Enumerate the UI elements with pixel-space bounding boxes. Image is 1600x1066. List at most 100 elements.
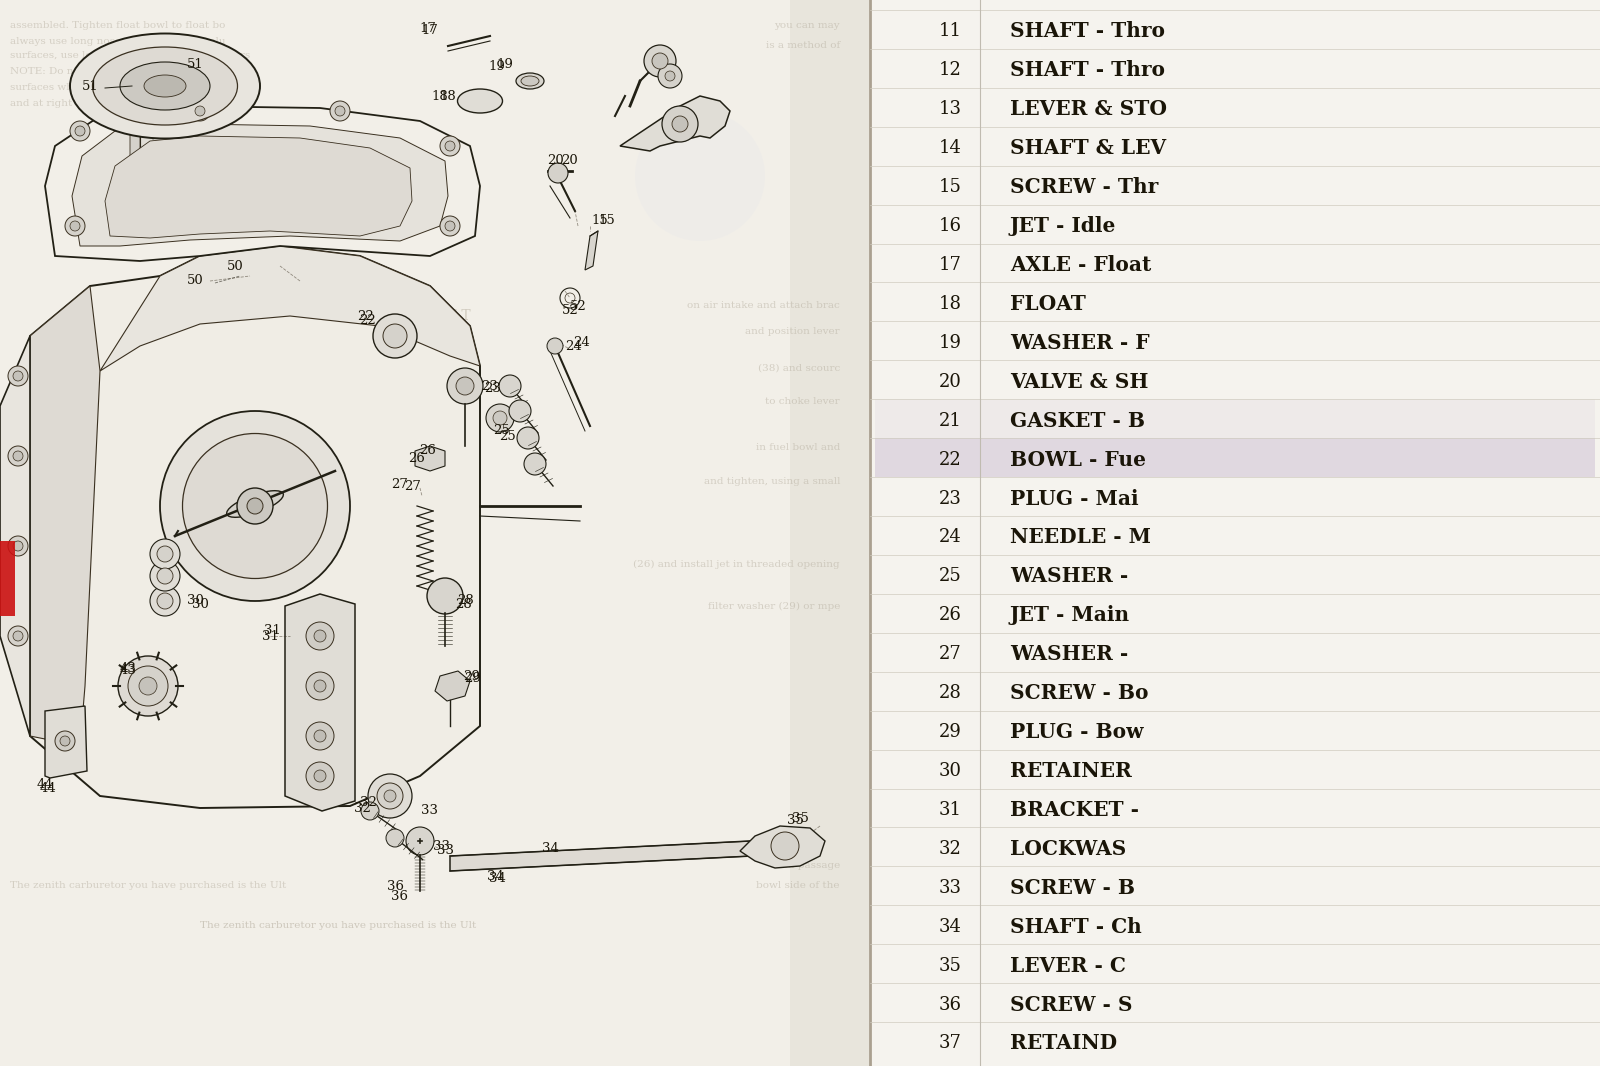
Text: 50: 50 — [227, 259, 243, 273]
Circle shape — [237, 488, 274, 524]
Circle shape — [771, 831, 798, 860]
Circle shape — [368, 774, 413, 818]
Text: SCREW - S: SCREW - S — [1010, 995, 1133, 1015]
Circle shape — [8, 446, 29, 466]
Text: 17: 17 — [419, 21, 437, 34]
Circle shape — [246, 498, 262, 514]
Text: 25: 25 — [939, 567, 962, 585]
Circle shape — [493, 411, 507, 425]
Polygon shape — [0, 336, 30, 736]
Text: 27: 27 — [392, 478, 408, 490]
Text: PLUG - Mai: PLUG - Mai — [1010, 488, 1139, 508]
Text: 23: 23 — [482, 379, 499, 392]
Text: or in passage: or in passage — [770, 861, 840, 871]
Text: 50: 50 — [187, 275, 203, 288]
Text: 18: 18 — [432, 90, 448, 102]
Text: BOWL - Fue: BOWL - Fue — [1010, 450, 1146, 470]
Ellipse shape — [93, 47, 237, 125]
Text: 16: 16 — [939, 217, 962, 235]
Text: and tighten, using a small: and tighten, using a small — [704, 477, 840, 485]
Text: 20: 20 — [547, 155, 563, 167]
Ellipse shape — [144, 75, 186, 97]
Text: 36: 36 — [387, 879, 403, 892]
Text: SHAFT - Thro: SHAFT - Thro — [1010, 21, 1165, 42]
Polygon shape — [134, 106, 195, 166]
Circle shape — [653, 53, 669, 69]
Text: 37: 37 — [939, 1034, 962, 1052]
Text: 19: 19 — [939, 334, 962, 352]
Circle shape — [13, 451, 22, 461]
Text: 36: 36 — [392, 889, 408, 903]
Text: 32: 32 — [939, 840, 962, 858]
Text: addition, install main jet in threaded opening: addition, install main jet in threaded o… — [10, 548, 234, 556]
Text: 36: 36 — [939, 996, 962, 1014]
Text: 17: 17 — [421, 25, 438, 37]
Polygon shape — [435, 671, 470, 701]
Text: always use long nose pliers and keep plu: always use long nose pliers and keep plu — [10, 36, 226, 46]
Text: 20: 20 — [562, 155, 578, 167]
Circle shape — [406, 827, 434, 855]
Polygon shape — [45, 106, 480, 261]
Text: SHAFT - Thro: SHAFT - Thro — [1010, 61, 1165, 80]
Circle shape — [362, 802, 379, 820]
FancyBboxPatch shape — [0, 542, 14, 616]
Polygon shape — [621, 96, 730, 151]
Text: 21: 21 — [939, 411, 962, 430]
Circle shape — [384, 790, 397, 802]
Circle shape — [13, 371, 22, 381]
Text: 19: 19 — [496, 58, 514, 70]
Text: 28: 28 — [939, 684, 962, 702]
Circle shape — [150, 586, 179, 616]
Text: 13: 13 — [939, 100, 962, 118]
Text: ODES: ODES — [421, 329, 459, 342]
Polygon shape — [450, 841, 752, 871]
Text: NEEDLE - M: NEEDLE - M — [1010, 528, 1150, 548]
Ellipse shape — [120, 62, 210, 110]
Polygon shape — [30, 246, 480, 808]
Ellipse shape — [70, 33, 259, 139]
Text: 31: 31 — [939, 801, 962, 819]
Circle shape — [306, 762, 334, 790]
Text: 35: 35 — [792, 812, 808, 825]
Text: 35: 35 — [939, 956, 962, 974]
Text: 25: 25 — [499, 430, 515, 442]
FancyBboxPatch shape — [790, 0, 870, 1066]
Circle shape — [128, 666, 168, 706]
Circle shape — [157, 568, 173, 584]
Text: 19: 19 — [488, 60, 506, 72]
Text: 18: 18 — [440, 90, 456, 102]
Ellipse shape — [227, 490, 283, 517]
Text: 26: 26 — [408, 452, 426, 465]
Text: 33: 33 — [421, 805, 438, 818]
Circle shape — [195, 106, 205, 116]
Text: 12: 12 — [939, 62, 962, 79]
Text: (26) and install jet in threaded opening: (26) and install jet in threaded opening — [634, 560, 840, 568]
Circle shape — [517, 427, 539, 449]
Text: 34: 34 — [488, 872, 506, 885]
Text: 28: 28 — [454, 598, 472, 611]
Text: 44: 44 — [37, 777, 53, 791]
Text: SHAFT - Ch: SHAFT - Ch — [1010, 917, 1142, 937]
Polygon shape — [130, 106, 141, 166]
Circle shape — [662, 106, 698, 142]
Text: NOTE: Do not bend or apply pressure on: NOTE: Do not bend or apply pressure on — [10, 66, 226, 76]
Text: 43: 43 — [120, 664, 136, 678]
Text: 30: 30 — [192, 598, 208, 611]
Text: LOCKWAS: LOCKWAS — [1010, 839, 1126, 859]
Text: 34: 34 — [939, 918, 962, 936]
Text: 24: 24 — [565, 339, 581, 353]
Polygon shape — [72, 124, 448, 246]
Circle shape — [378, 784, 403, 809]
Text: (38) and scourc: (38) and scourc — [758, 364, 840, 372]
Circle shape — [373, 314, 418, 358]
Text: 30: 30 — [939, 762, 962, 780]
Polygon shape — [285, 594, 355, 811]
Text: 51: 51 — [187, 58, 203, 70]
Text: assembled. Tighten float bowl to float bo: assembled. Tighten float bowl to float b… — [10, 21, 226, 31]
Text: JET - Main: JET - Main — [1010, 605, 1130, 626]
Text: l fuel bowl with,: l fuel bowl with, — [10, 430, 90, 438]
Text: 29: 29 — [464, 672, 482, 684]
Text: is a method of: is a method of — [766, 42, 840, 50]
Circle shape — [8, 536, 29, 556]
Text: AXLE - Float: AXLE - Float — [1010, 255, 1152, 275]
